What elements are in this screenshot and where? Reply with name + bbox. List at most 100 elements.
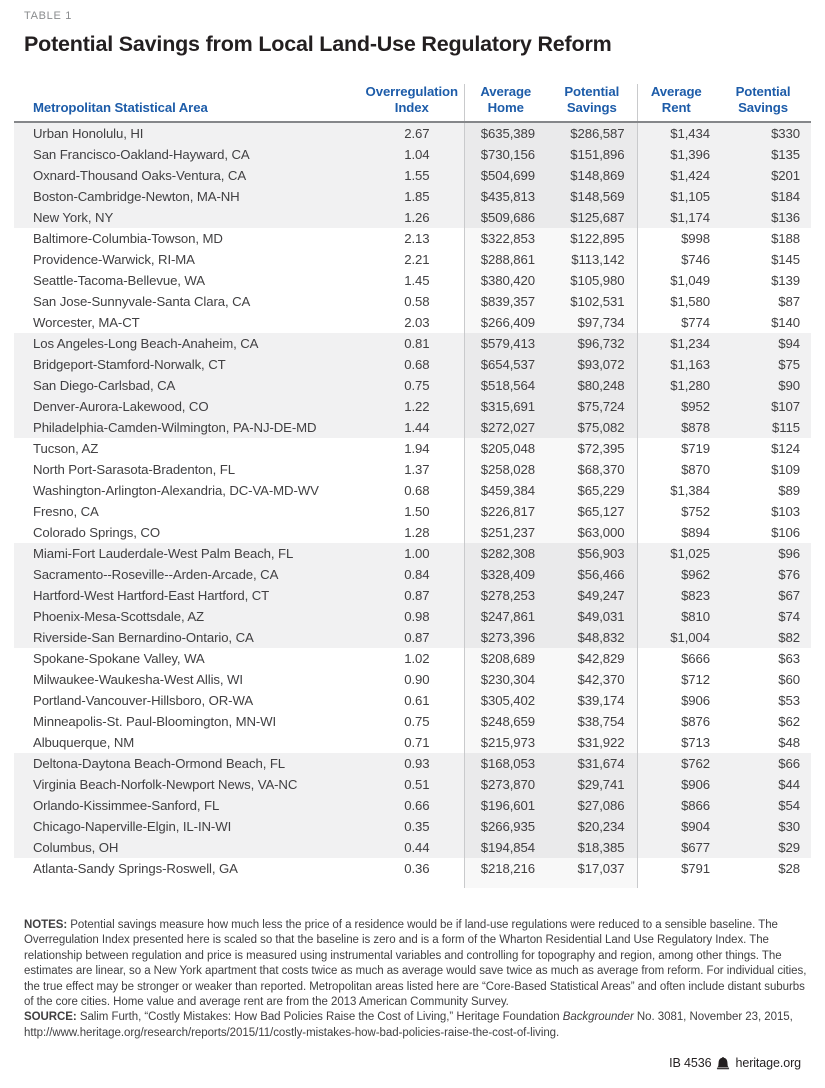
cell-overregulation-index: 1.28 — [404, 525, 430, 540]
cell-potential-savings-home: $38,754 — [547, 711, 637, 732]
cell-potential-savings-home: $151,896 — [547, 144, 637, 165]
table-row: Portland-Vancouver-Hillsboro, OR-WA 0.61 $… — [14, 690, 811, 711]
table-number-label: TABLE 1 — [24, 10, 73, 22]
cell-average-rent: $998 — [636, 228, 715, 249]
cell-average-rent: $952 — [636, 396, 715, 417]
cell-average-home: $504,699 — [463, 165, 547, 186]
cell-average-rent: $870 — [636, 459, 715, 480]
cell-potential-savings-home: $105,980 — [547, 270, 637, 291]
page-title: Potential Savings from Local Land-Use Re… — [24, 32, 612, 56]
table-row: Deltona-Daytona Beach-Ormond Beach, FL 0.… — [14, 753, 811, 774]
cell-potential-savings-rent: $201 — [771, 168, 800, 183]
cell-overregulation-index: 1.37 — [404, 462, 430, 477]
cell-msa: Fresno, CA — [33, 504, 99, 519]
cell-overregulation-index: 1.94 — [404, 441, 430, 456]
cell-average-home: $251,237 — [463, 522, 547, 543]
cell-average-home: $278,253 — [463, 585, 547, 606]
cell-potential-savings-home: $68,370 — [547, 459, 637, 480]
cell-potential-savings-home: $75,724 — [547, 396, 637, 417]
cell-average-home: $380,420 — [463, 270, 547, 291]
cell-average-home: $305,402 — [463, 690, 547, 711]
table-row: San Jose-Sunnyvale-Santa Clara, CA 0.58 $8… — [14, 291, 811, 312]
table-row: Baltimore-Columbia-Towson, MD 2.13 $322,85… — [14, 228, 811, 249]
cell-average-rent: $906 — [636, 774, 715, 795]
extender-cell — [636, 879, 715, 888]
cell-overregulation-index: 0.87 — [404, 588, 430, 603]
cell-potential-savings-home: $286,587 — [547, 122, 637, 144]
cell-average-rent: $1,434 — [636, 122, 715, 144]
cell-msa: Seattle-Tacoma-Bellevue, WA — [33, 273, 205, 288]
extender-cell — [547, 879, 637, 888]
cell-average-home: $248,659 — [463, 711, 547, 732]
extender-cell — [715, 879, 811, 888]
cell-potential-savings-home: $39,174 — [547, 690, 637, 711]
cell-potential-savings-home: $148,569 — [547, 186, 637, 207]
source-publication: Backgrounder — [562, 1011, 634, 1024]
cell-msa: Tucson, AZ — [33, 441, 99, 456]
cell-potential-savings-rent: $135 — [771, 147, 800, 162]
source-text-after: No. 3081, November 23, 2015, http://www.… — [24, 1011, 793, 1039]
table-row: Boston-Cambridge-Newton, MA-NH 1.85 $435,8… — [14, 186, 811, 207]
table-row: Virginia Beach-Norfolk-Newport News, VA-… — [14, 774, 811, 795]
cell-overregulation-index: 0.93 — [404, 756, 430, 771]
table-row: Spokane-Spokane Valley, WA 1.02 $208,689 $4… — [14, 648, 811, 669]
cell-overregulation-index: 0.75 — [404, 714, 430, 729]
cell-average-home: $518,564 — [463, 375, 547, 396]
cell-msa: Atlanta-Sandy Springs-Roswell, GA — [33, 861, 238, 876]
cell-potential-savings-home: $63,000 — [547, 522, 637, 543]
source-text-before: Salim Furth, “Costly Mistakes: How Bad P… — [76, 1011, 563, 1024]
cell-average-rent: $866 — [636, 795, 715, 816]
cell-potential-savings-rent: $103 — [771, 504, 800, 519]
cell-average-rent: $712 — [636, 669, 715, 690]
cell-msa: North Port-Sarasota-Bradenton, FL — [33, 462, 235, 477]
cell-potential-savings-rent: $87 — [778, 294, 800, 309]
cell-potential-savings-home: $125,687 — [547, 207, 637, 228]
cell-average-rent: $1,004 — [636, 627, 715, 648]
cell-average-rent: $713 — [636, 732, 715, 753]
cell-msa: Minneapolis-St. Paul-Bloomington, MN-WI — [33, 714, 277, 729]
cell-average-home: $266,935 — [463, 816, 547, 837]
cell-msa: Phoenix-Mesa-Scottsdale, AZ — [33, 609, 205, 624]
cell-overregulation-index: 0.35 — [404, 819, 430, 834]
document-id: IB 4536 — [669, 1056, 712, 1070]
cell-potential-savings-home: $49,247 — [547, 585, 637, 606]
cell-overregulation-index: 1.55 — [404, 168, 430, 183]
extender-cell — [463, 879, 547, 888]
cell-msa: San Diego-Carlsbad, CA — [33, 378, 176, 393]
table-footer-extender — [14, 879, 811, 888]
table-row: Sacramento--Roseville--Arden-Arcade, CA 0… — [14, 564, 811, 585]
cell-msa: Miami-Fort Lauderdale-West Palm Beach, F… — [33, 546, 294, 561]
cell-msa: Albuquerque, NM — [33, 735, 135, 750]
table-row: Oxnard-Thousand Oaks-Ventura, CA 1.55 $504… — [14, 165, 811, 186]
cell-potential-savings-rent: $145 — [771, 252, 800, 267]
cell-msa: Riverside-San Bernardino-Ontario, CA — [33, 630, 254, 645]
table-row: Atlanta-Sandy Springs-Roswell, GA 0.36 $21… — [14, 858, 811, 879]
table-row: Worcester, MA-CT 2.03 $266,409 $97,734 $774 $… — [14, 312, 811, 333]
cell-average-home: $273,870 — [463, 774, 547, 795]
table-row: Hartford-West Hartford-East Hartford, CT… — [14, 585, 811, 606]
cell-average-rent: $1,580 — [636, 291, 715, 312]
cell-average-home: $258,028 — [463, 459, 547, 480]
cell-potential-savings-home: $31,922 — [547, 732, 637, 753]
cell-potential-savings-rent: $44 — [778, 777, 800, 792]
extender-cell — [14, 879, 360, 888]
cell-potential-savings-home: $48,832 — [547, 627, 637, 648]
cell-msa: Portland-Vancouver-Hillsboro, OR-WA — [33, 693, 254, 708]
cell-msa: Hartford-West Hartford-East Hartford, CT — [33, 588, 270, 603]
cell-overregulation-index: 1.85 — [404, 189, 430, 204]
cell-average-rent: $810 — [636, 606, 715, 627]
cell-average-home: $215,973 — [463, 732, 547, 753]
cell-potential-savings-rent: $60 — [778, 672, 800, 687]
cell-potential-savings-home: $97,734 — [547, 312, 637, 333]
cell-potential-savings-rent: $75 — [778, 357, 800, 372]
cell-overregulation-index: 0.66 — [404, 798, 430, 813]
cell-potential-savings-rent: $136 — [771, 210, 800, 225]
table-row: Phoenix-Mesa-Scottsdale, AZ 0.98 $247,861 $… — [14, 606, 811, 627]
page-content: TABLE 1 Potential Savings from Local Lan… — [0, 0, 825, 57]
cell-potential-savings-rent: $89 — [778, 483, 800, 498]
cell-overregulation-index: 2.03 — [404, 315, 430, 330]
cell-average-rent: $791 — [636, 858, 715, 879]
cell-average-rent: $1,384 — [636, 480, 715, 501]
cell-average-home: $218,216 — [463, 858, 547, 879]
cell-potential-savings-rent: $28 — [778, 861, 800, 876]
